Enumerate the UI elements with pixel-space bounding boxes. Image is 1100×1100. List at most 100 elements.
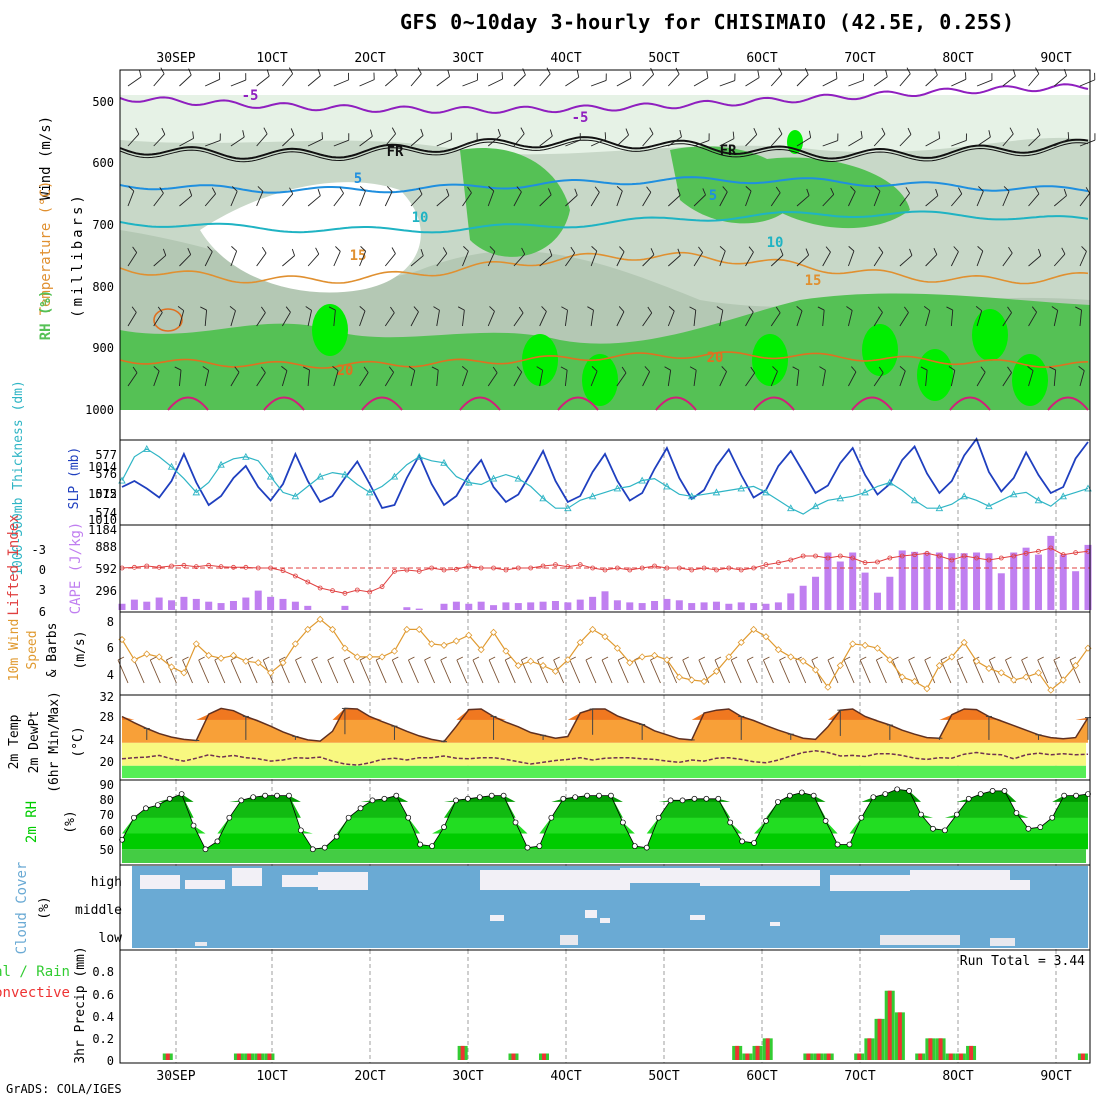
wind-barb <box>205 140 221 147</box>
wind-barb-flag <box>616 186 623 192</box>
wind-barb <box>616 372 627 387</box>
wind-barb <box>307 138 323 147</box>
wind-10m-barb <box>988 659 1000 684</box>
rh2m-marker <box>918 811 924 818</box>
cape-bar <box>675 600 683 610</box>
precip-convective-bar <box>755 1045 760 1060</box>
cape-bar <box>155 597 163 610</box>
cape-bar <box>589 596 597 610</box>
lifted-index-marker <box>193 564 199 570</box>
wind-barb-flag <box>260 366 266 373</box>
wind-barb <box>976 136 991 147</box>
wind-speed-marker <box>960 638 968 647</box>
rh2m-marker <box>1073 792 1079 799</box>
wind-barb <box>616 311 625 327</box>
temp-tick-label: 32 <box>100 690 114 704</box>
isotherm-25-arc <box>459 396 501 411</box>
wind-barb-flag <box>359 186 366 192</box>
cloud-clear-middle <box>690 915 705 920</box>
wind-barb-flag <box>339 187 344 194</box>
wind-10m-barb-flag <box>279 656 286 661</box>
cape-bar <box>168 600 176 610</box>
rh2m-marker <box>679 797 686 804</box>
lifted-index-marker <box>404 567 410 573</box>
lifted-index-marker <box>1048 545 1054 551</box>
wind-10m-barb <box>488 659 500 684</box>
wind-barb-flag <box>541 306 547 312</box>
wind-10m-barb <box>924 659 936 684</box>
wind-speed-marker <box>911 677 919 686</box>
wind-barb <box>256 372 266 387</box>
cape-bar <box>267 596 275 610</box>
cape-bar <box>192 598 200 610</box>
wind-barb <box>796 137 811 147</box>
wind-speed-marker <box>589 625 597 634</box>
wind-barb <box>668 194 681 207</box>
wind-barb <box>1028 193 1040 207</box>
wind-10m-barb <box>504 659 516 684</box>
wind-10m-barb <box>730 659 742 684</box>
lifted-index-marker <box>961 553 967 559</box>
contour-label: 15 <box>805 273 822 289</box>
wind-barb-flag <box>461 366 468 372</box>
wind-barb-flag <box>433 306 440 311</box>
wind-speed-marker <box>489 628 498 636</box>
wind-speed-marker <box>465 631 473 639</box>
wind-barb-flag <box>702 188 706 196</box>
lifted-index-marker <box>1073 550 1079 556</box>
wind-barb-flag <box>906 67 911 75</box>
wind-barb <box>539 73 551 87</box>
wind-10m-barb-flag <box>166 656 173 661</box>
wind-barb-flag <box>231 246 237 252</box>
wind-barb-flag <box>1035 187 1040 195</box>
rh2m-marker <box>131 814 137 821</box>
wind-barb <box>204 310 208 327</box>
wind-barb <box>719 80 735 87</box>
wind-10m-barb-flag <box>537 656 544 661</box>
precip-convective-bar <box>236 1053 241 1060</box>
rh2m-marker <box>321 844 328 851</box>
wind-barb <box>796 195 810 207</box>
lifted-index-marker <box>738 567 744 573</box>
wind-barb-flag <box>386 186 393 192</box>
rh2m-marker <box>930 825 936 832</box>
wind-barb <box>487 190 495 207</box>
wind-barb <box>590 250 598 267</box>
wind-barb <box>848 137 863 147</box>
lifted-index-marker <box>181 562 187 568</box>
wind-barb <box>307 75 321 87</box>
cape-bar <box>873 592 881 610</box>
lifted-index-marker <box>763 562 769 568</box>
rh2m-marker <box>453 797 459 804</box>
wind-10m-barb-flag <box>747 656 754 661</box>
wind-barb <box>822 194 835 207</box>
wind-10m-barb-flag <box>618 656 625 661</box>
thickness-marker <box>588 492 597 500</box>
rh2m-tick-label: 80 <box>100 793 114 807</box>
wind-tick-label: 4 <box>107 668 114 682</box>
wind-barb-flag <box>231 186 238 192</box>
wind-barb <box>796 74 809 87</box>
wind-barb <box>436 370 439 387</box>
wind-barb-flag <box>388 366 394 373</box>
lifted-index-marker <box>639 565 645 571</box>
cloud-clear-high <box>480 870 630 890</box>
isotherm-25-arc <box>655 396 697 411</box>
wind-barb <box>436 195 450 207</box>
cape-bar <box>551 600 559 610</box>
wind-barb-flag <box>420 128 424 136</box>
thickness-marker <box>811 502 820 510</box>
wind-speed-marker <box>291 640 299 648</box>
wind-10m-barb-flag <box>408 656 415 661</box>
lifted-index-marker <box>429 565 435 571</box>
wind-barb-flag <box>594 186 600 193</box>
thickness-marker <box>663 482 671 490</box>
wind-barb-flag <box>442 247 448 254</box>
wind-barb <box>564 370 568 387</box>
profile-ylabel-temp: Temperature (°C) <box>38 181 54 316</box>
wind-barb <box>976 79 993 87</box>
wind-barb <box>127 372 138 387</box>
wind-barb <box>1028 311 1038 327</box>
x-label-top: 8OCT <box>942 51 973 66</box>
wind-barb <box>642 371 651 387</box>
